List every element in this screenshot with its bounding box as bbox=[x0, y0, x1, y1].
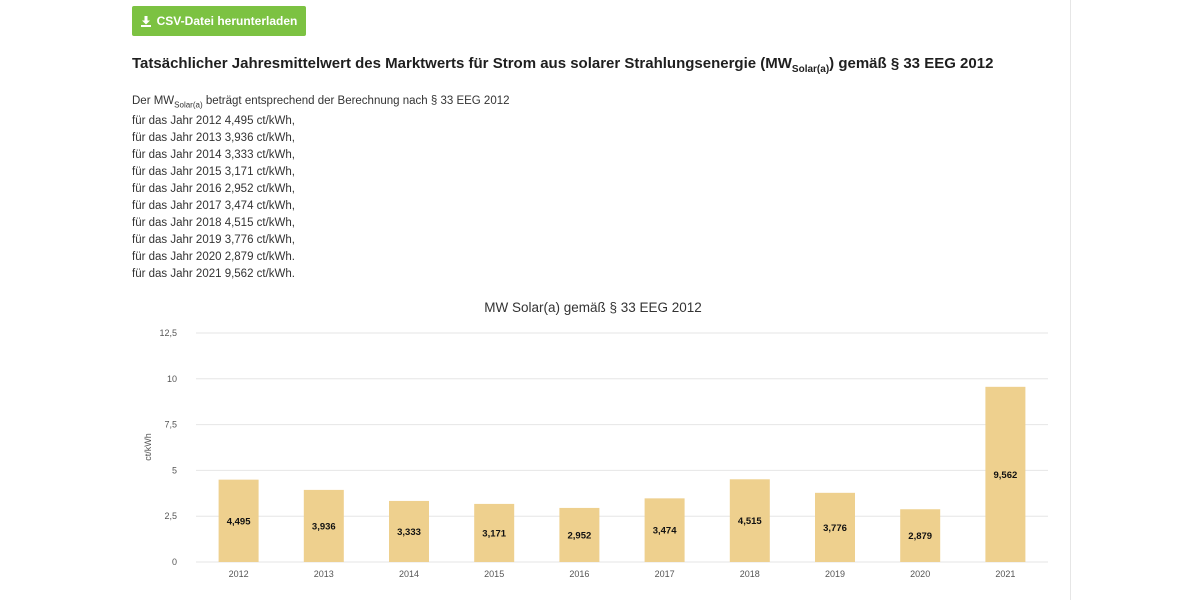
csv-download-label: CSV-Datei herunterladen bbox=[156, 14, 298, 28]
bar bbox=[644, 498, 685, 562]
y-tick-label: 2,5 bbox=[164, 511, 177, 521]
bar bbox=[985, 386, 1026, 562]
chart-title: MW Solar(a) gemäß § 33 EEG 2012 bbox=[484, 300, 702, 315]
data-label: 9,562 bbox=[994, 470, 1018, 481]
x-tick-label: 2021 bbox=[995, 569, 1015, 579]
x-tick-label: 2015 bbox=[484, 569, 504, 579]
year-line: für das Jahr 2014 3,333 ct/kWh, bbox=[132, 149, 296, 162]
bar bbox=[389, 500, 429, 562]
x-tick-label: 2019 bbox=[825, 569, 845, 579]
bar bbox=[815, 492, 855, 562]
data-label: 3,474 bbox=[653, 526, 677, 537]
x-tick-label: 2020 bbox=[910, 569, 930, 579]
bars bbox=[218, 386, 1026, 562]
download-icon bbox=[140, 15, 151, 27]
page-title: Tatsächlicher Jahresmittelwert des Markt… bbox=[132, 55, 994, 75]
bar bbox=[559, 507, 600, 562]
data-label: 3,776 bbox=[823, 523, 847, 534]
bar bbox=[474, 503, 515, 562]
year-line: für das Jahr 2012 4,495 ct/kWh, bbox=[132, 115, 296, 128]
y-tick-label: 12,5 bbox=[159, 328, 177, 338]
y-tick-label: 10 bbox=[167, 374, 177, 384]
data-label: 2,879 bbox=[908, 531, 932, 542]
x-tick-labels: 2012 2013 2014 2015 2016 2017 2018 2019 2020 2021 bbox=[229, 569, 1016, 579]
intro-text: Der MWSolar(a) beträgt entsprechend der … bbox=[132, 93, 732, 283]
x-tick-label: 2016 bbox=[569, 569, 589, 579]
intro-sentence: Der MWSolar(a) beträgt entsprechend der … bbox=[132, 95, 510, 110]
x-tick-label: 2017 bbox=[655, 569, 675, 579]
y-tick-label: 7,5 bbox=[164, 420, 177, 430]
csv-download-button[interactable]: CSV-Datei herunterladen bbox=[132, 6, 306, 36]
data-labels: 4,495 3,936 3,333 3,171 2,952 3,474 4,515 3,776… bbox=[227, 470, 1018, 542]
y-axis-label: ct/kWh bbox=[143, 433, 153, 461]
data-label: 3,333 bbox=[397, 527, 421, 538]
x-tick-label: 2012 bbox=[229, 569, 249, 579]
year-line: für das Jahr 2021 9,562 ct/kWh. bbox=[132, 268, 296, 281]
x-tick-label: 2018 bbox=[740, 569, 760, 579]
year-line: für das Jahr 2015 3,171 ct/kWh, bbox=[132, 166, 296, 179]
data-label: 2,952 bbox=[568, 530, 592, 541]
year-line: für das Jahr 2013 3,936 ct/kWh, bbox=[132, 132, 296, 145]
year-line: für das Jahr 2020 2,879 ct/kWh. bbox=[132, 251, 296, 264]
year-line: für das Jahr 2016 2,952 ct/kWh, bbox=[132, 183, 296, 196]
y-tick-label: 0 bbox=[172, 557, 177, 567]
bar bbox=[900, 509, 941, 562]
bar bbox=[218, 479, 259, 562]
year-line: für das Jahr 2017 3,474 ct/kWh, bbox=[132, 200, 296, 213]
year-value-list: für das Jahr 2012 4,495 ct/kWh, für das … bbox=[132, 113, 732, 283]
x-tick-label: 2013 bbox=[314, 569, 334, 579]
data-label: 3,171 bbox=[482, 528, 506, 539]
year-line: für das Jahr 2018 4,515 ct/kWh, bbox=[132, 217, 296, 230]
y-tick-labels: 0 2,5 5 7,5 10 12,5 bbox=[159, 328, 177, 567]
data-label: 3,936 bbox=[312, 521, 336, 532]
y-tick-label: 5 bbox=[172, 465, 177, 475]
x-tick-label: 2014 bbox=[399, 569, 419, 579]
year-line: für das Jahr 2019 3,776 ct/kWh, bbox=[132, 234, 296, 247]
data-label: 4,495 bbox=[227, 516, 251, 527]
data-label: 4,515 bbox=[738, 516, 762, 527]
right-divider bbox=[1070, 0, 1071, 600]
bar bbox=[729, 479, 770, 562]
bar bbox=[303, 489, 344, 562]
